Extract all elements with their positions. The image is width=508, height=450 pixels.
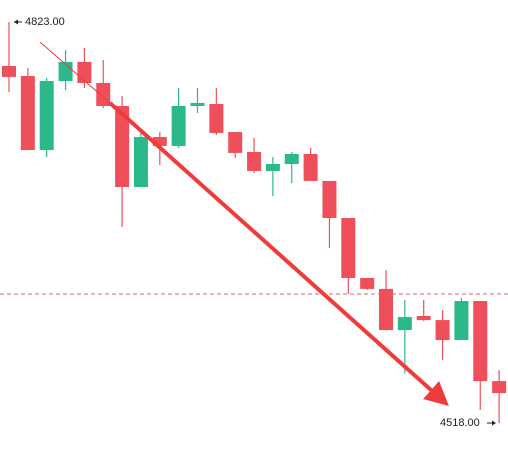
candle-body (152, 137, 167, 146)
candle-body (454, 301, 469, 341)
candle-body (209, 104, 224, 133)
high-label-arrowhead (14, 19, 18, 25)
candle-body (133, 137, 148, 187)
candle-body (435, 320, 450, 341)
trend-arrow (108, 101, 449, 406)
candle-body (473, 301, 488, 382)
candle-body (284, 153, 299, 164)
candle-body (360, 277, 375, 289)
candle-body (341, 218, 356, 278)
candle-body (492, 381, 507, 394)
candle-body (171, 105, 186, 146)
low-label-arrowhead (492, 420, 496, 426)
candle-body (20, 76, 35, 151)
trend-line-thin (39, 41, 111, 104)
candle-body (265, 163, 280, 171)
candle-body (303, 153, 318, 181)
candle-body (228, 132, 243, 153)
candle-body (190, 102, 205, 106)
low-label: 4518.00 (440, 417, 480, 429)
candle-body (416, 315, 431, 321)
candle-body (397, 317, 412, 331)
candle-body (2, 66, 16, 77)
candle-body (247, 152, 262, 171)
high-label: 4823.00 (25, 16, 65, 28)
candle-body (379, 288, 393, 331)
candle-body (322, 180, 337, 219)
candle-body (39, 81, 54, 151)
candle-body (77, 61, 92, 83)
candle-body (115, 105, 130, 187)
candle-body (96, 82, 111, 106)
